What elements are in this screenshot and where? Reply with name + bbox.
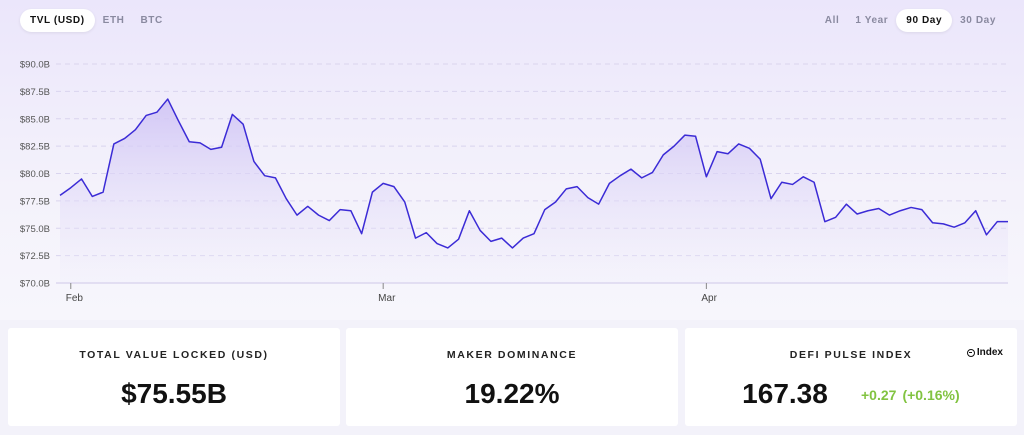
tab-eth[interactable]: ETH xyxy=(102,15,125,26)
tab-1-year[interactable]: 1 Year xyxy=(855,15,889,26)
range-tabs: All 1 Year 90 Day 30 Day xyxy=(817,9,1004,32)
tvl-card-value: $75.55B xyxy=(121,378,227,409)
tvl-chart[interactable]: $70.0B $72.5B $75.0B $77.5B $80.0B $82.5B $85.… xyxy=(0,40,1024,315)
y-tick-label: $85.0B xyxy=(20,114,50,125)
defi-pulse-index-card: DEFI PULSE INDEX Index 167.38 +0.27 (+0.1… xyxy=(685,328,1017,426)
change-percent: (+0.16%) xyxy=(902,387,960,403)
maker-dominance-value: 19.22% xyxy=(464,378,560,409)
chart-panel: TVL (USD) ETH BTC All 1 Year 90 Day 30 D… xyxy=(0,0,1024,320)
tab-tvl-usd[interactable]: TVL (USD) xyxy=(20,9,95,32)
x-tick-label: Apr xyxy=(701,293,717,304)
tvl-card: TOTAL VALUE LOCKED (USD) $75.55B xyxy=(8,328,340,426)
y-tick-label: $77.5B xyxy=(20,196,50,207)
tab-btc[interactable]: BTC xyxy=(140,15,163,26)
tab-all[interactable]: All xyxy=(824,15,840,26)
change-absolute: +0.27 xyxy=(861,387,897,403)
defi-pulse-index-value: 167.38 xyxy=(742,378,828,409)
y-tick-label: $75.0B xyxy=(20,224,50,235)
maker-dominance-card: MAKER DOMINANCE 19.22% xyxy=(346,328,678,426)
index-logo[interactable]: Index xyxy=(966,347,1003,358)
stats-cards: TOTAL VALUE LOCKED (USD) $75.55B MAKER D… xyxy=(0,328,1024,435)
index-logo-icon xyxy=(966,348,975,357)
tvl-card-title: TOTAL VALUE LOCKED (USD) xyxy=(79,349,269,361)
x-tick-label: Feb xyxy=(66,293,84,304)
defi-pulse-index-change: +0.27 (+0.16%) xyxy=(861,387,960,403)
tvl-area xyxy=(60,99,1008,283)
maker-dominance-title: MAKER DOMINANCE xyxy=(446,349,578,361)
y-tick-label: $87.5B xyxy=(20,87,50,98)
y-tick-label: $70.0B xyxy=(20,279,50,290)
y-tick-label: $82.5B xyxy=(20,142,50,153)
defi-pulse-index-title: DEFI PULSE INDEX xyxy=(789,349,913,361)
metric-tabs: TVL (USD) ETH BTC xyxy=(20,9,171,32)
tvl-series-line[interactable] xyxy=(59,98,1008,249)
tab-30-day[interactable]: 30 Day xyxy=(960,15,996,26)
y-tick-label: $90.0B xyxy=(20,60,50,71)
tab-90-day[interactable]: 90 Day xyxy=(896,9,953,32)
y-tick-label: $80.0B xyxy=(20,169,50,180)
y-tick-label: $72.5B xyxy=(20,251,50,262)
index-logo-text: Index xyxy=(976,347,1003,358)
x-tick-label: Mar xyxy=(378,293,396,304)
